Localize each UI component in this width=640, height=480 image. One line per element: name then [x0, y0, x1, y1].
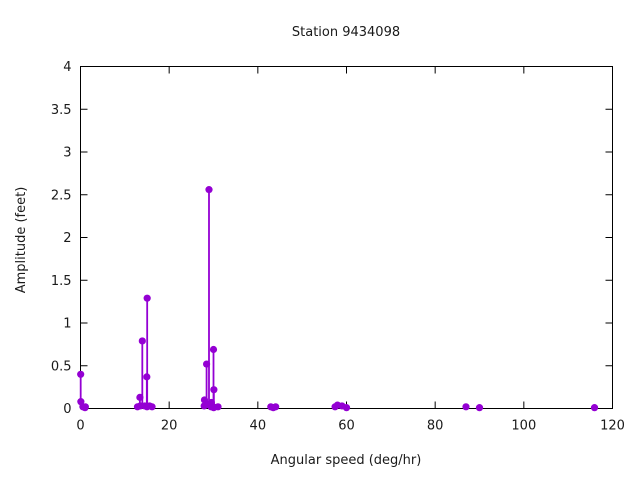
data-point — [138, 337, 146, 345]
data-point — [77, 370, 85, 378]
x-tick-label: 40 — [250, 419, 267, 434]
y-tick-label: 2.5 — [51, 188, 72, 203]
data-point — [148, 403, 156, 411]
data-point — [475, 404, 484, 412]
y-tick-label: 0.5 — [51, 359, 72, 374]
data-point — [342, 404, 351, 412]
data-point — [143, 294, 151, 302]
y-tick-label: 3.5 — [51, 103, 72, 118]
chart-title: Station 9434098 — [291, 25, 401, 40]
x-tick-label: 120 — [600, 419, 625, 434]
x-tick-label: 0 — [76, 419, 84, 434]
x-tick-label: 60 — [338, 419, 355, 434]
plot-border — [80, 66, 613, 409]
y-tick-label: 1.5 — [51, 274, 72, 289]
data-point — [272, 403, 280, 411]
data-point — [205, 186, 213, 194]
data-point — [590, 404, 599, 412]
x-axis-label: Angular speed (deg/hr) — [270, 453, 422, 468]
y-tick-label: 4 — [63, 60, 71, 75]
y-tick-label: 0 — [63, 402, 71, 417]
data-point — [81, 403, 89, 411]
y-tick-label: 1 — [63, 317, 71, 332]
data-point — [210, 386, 218, 394]
y-tick-label: 2 — [63, 231, 71, 246]
x-tick-label: 100 — [511, 419, 536, 434]
y-tick-label: 3 — [63, 146, 71, 161]
data-point — [214, 403, 222, 411]
x-tick-label: 20 — [161, 419, 178, 434]
data-point — [462, 403, 470, 411]
x-tick-label: 80 — [427, 419, 444, 434]
data-point — [209, 345, 218, 354]
